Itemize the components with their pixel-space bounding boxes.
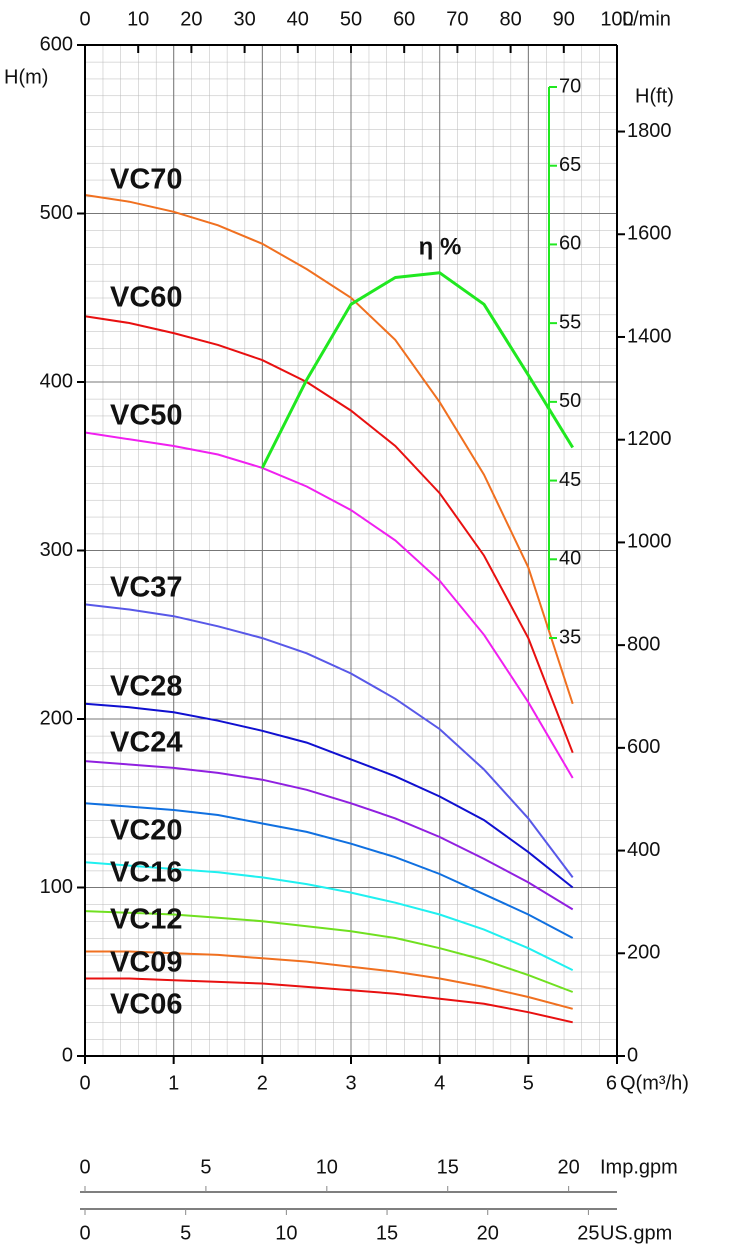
y2-axis-title: H(ft) xyxy=(635,85,674,107)
scale-title: US.gpm xyxy=(600,1222,672,1244)
eff-tick-label: 55 xyxy=(559,311,581,333)
curve-label: VC09 xyxy=(110,947,183,979)
eff-tick-label: 70 xyxy=(559,75,581,97)
curve-label: VC60 xyxy=(110,282,183,314)
y2-tick-label: 1200 xyxy=(627,428,672,450)
eff-tick-label: 40 xyxy=(559,548,581,570)
x-tick-label: 6 xyxy=(606,1072,617,1094)
curve-label: VC37 xyxy=(110,572,183,604)
x2-tick-label: 70 xyxy=(446,8,468,30)
eff-tick-label: 35 xyxy=(559,626,581,648)
x2-tick-label: 60 xyxy=(393,8,415,30)
y2-tick-label: 1000 xyxy=(627,531,672,553)
curve-label: VC50 xyxy=(110,400,183,432)
x2-tick-label: 80 xyxy=(499,8,521,30)
curve-label: VC20 xyxy=(110,815,183,847)
scale-tick-label: 20 xyxy=(477,1222,499,1244)
x2-tick-label: 50 xyxy=(340,8,362,30)
x-tick-label: 5 xyxy=(523,1072,534,1094)
scale-tick-label: 10 xyxy=(316,1156,338,1178)
curve-label: VC70 xyxy=(110,164,183,196)
y2-tick-label: 1600 xyxy=(627,223,672,245)
x-tick-label: 1 xyxy=(168,1072,179,1094)
pump-curve xyxy=(85,950,573,1010)
pump-curve xyxy=(84,315,574,754)
eff-tick-label: 60 xyxy=(559,233,581,255)
eff-tick-label: 45 xyxy=(559,469,581,491)
y-tick-label: 200 xyxy=(40,707,73,729)
y2-tick-label: 800 xyxy=(627,633,660,655)
curve-label: VC12 xyxy=(110,904,183,936)
y2-tick-label: 1800 xyxy=(627,120,672,142)
pump-curve xyxy=(85,977,573,1024)
x2-tick-label: 20 xyxy=(180,8,202,30)
x-axis-title: Q(m³/h) xyxy=(620,1072,689,1094)
x-tick-label: 2 xyxy=(257,1072,268,1094)
y2-tick-label: 200 xyxy=(627,942,660,964)
eff-tick-label: 65 xyxy=(559,154,581,176)
x-tick-label: 4 xyxy=(434,1072,445,1094)
curve-label: VC16 xyxy=(110,857,183,889)
eff-tick-label: 50 xyxy=(559,390,581,412)
scale-title: Imp.gpm xyxy=(600,1156,678,1178)
x2-tick-label: 30 xyxy=(233,8,255,30)
y2-tick-label: 600 xyxy=(627,736,660,758)
pump-curve xyxy=(84,431,574,779)
scale-tick-label: 20 xyxy=(558,1156,580,1178)
curve-label: VC06 xyxy=(110,989,183,1021)
pump-curve xyxy=(84,802,574,939)
efficiency-curve xyxy=(260,271,574,469)
y-tick-label: 600 xyxy=(40,33,73,55)
pump-curve xyxy=(84,603,574,879)
y-tick-label: 300 xyxy=(40,539,73,561)
scale-tick-label: 25 xyxy=(577,1222,599,1244)
curve-label: VC24 xyxy=(110,727,183,759)
y-tick-label: 0 xyxy=(62,1044,73,1066)
pump-curve xyxy=(84,760,574,911)
x2-tick-label: 40 xyxy=(287,8,309,30)
scale-tick-label: 15 xyxy=(376,1222,398,1244)
y2-tick-label: 400 xyxy=(627,839,660,861)
x2-tick-label: 100 xyxy=(600,8,633,30)
y-tick-label: 400 xyxy=(40,370,73,392)
scale-tick-label: 0 xyxy=(79,1156,90,1178)
pump-curve xyxy=(84,194,574,705)
pump-curve xyxy=(84,861,574,971)
x2-axis-title: L/min xyxy=(622,8,671,30)
pump-curve xyxy=(84,702,574,889)
y2-tick-label: 1400 xyxy=(627,325,672,347)
x2-tick-label: 10 xyxy=(127,8,149,30)
scale-tick-label: 0 xyxy=(79,1222,90,1244)
scale-tick-label: 5 xyxy=(180,1222,191,1244)
pump-curve xyxy=(84,910,574,993)
curve-label: VC28 xyxy=(110,671,183,703)
x-tick-label: 3 xyxy=(345,1072,356,1094)
y-tick-label: 100 xyxy=(40,876,73,898)
scale-tick-label: 10 xyxy=(275,1222,297,1244)
y-tick-label: 500 xyxy=(40,202,73,224)
scale-tick-label: 15 xyxy=(437,1156,459,1178)
x2-tick-label: 0 xyxy=(79,8,90,30)
efficiency-label: η % xyxy=(419,233,462,260)
x-tick-label: 0 xyxy=(79,1072,90,1094)
x2-tick-label: 90 xyxy=(553,8,575,30)
scale-tick-label: 5 xyxy=(200,1156,211,1178)
y-axis-title: H(m) xyxy=(4,66,48,88)
y2-tick-label: 0 xyxy=(627,1044,638,1066)
